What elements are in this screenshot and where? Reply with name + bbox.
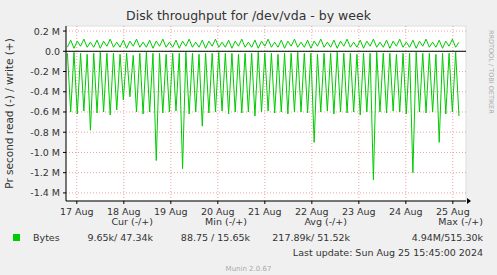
y-tick-label: -1.0 M xyxy=(30,147,60,158)
y-tick-label: -1.2 M xyxy=(30,167,60,178)
x-tick-label: 17 Aug xyxy=(60,206,94,217)
legend-label: Bytes xyxy=(33,232,60,243)
grid-line xyxy=(311,26,312,201)
axis-arrow xyxy=(467,198,471,204)
x-tick-label: 19 Aug xyxy=(154,206,188,217)
grid-line xyxy=(66,192,466,193)
stats-header: Avg (-/+) xyxy=(304,216,347,227)
chart: Disk throughput for /dev/vda - by week Pr… xyxy=(0,0,497,275)
marks xyxy=(67,39,459,180)
last-update: Last update: Sun Aug 25 15:45:00 2024 xyxy=(293,247,483,258)
grid-line xyxy=(264,26,265,201)
x-tick-label: 21 Aug xyxy=(248,206,282,217)
stats-header: Min (-/+) xyxy=(205,216,247,227)
grid-line xyxy=(123,26,124,201)
background xyxy=(0,0,497,275)
y-tick-label: -0.8 M xyxy=(30,127,60,138)
y-tick-label: -0.4 M xyxy=(30,86,60,97)
grid-line xyxy=(358,26,359,201)
y-tick-label: -0.6 M xyxy=(30,106,60,117)
stats-header: Max (-/+) xyxy=(438,216,483,227)
y-axis xyxy=(66,26,67,201)
grid-line xyxy=(217,26,218,201)
stats-value: 9.65k/ 47.34k xyxy=(87,232,153,243)
y-axis-label: Pr second read (-) / write (+) xyxy=(3,38,15,189)
legend-swatch xyxy=(13,234,20,241)
grid-line xyxy=(66,51,466,52)
series-line xyxy=(67,39,459,48)
zero-line xyxy=(66,51,466,52)
title: Disk throughput for /dev/vda - by week xyxy=(126,8,372,23)
grid-line xyxy=(66,31,466,32)
series-line xyxy=(67,52,459,179)
stats-value: 4.94M/515.30k xyxy=(412,232,484,243)
grid-line xyxy=(170,26,171,201)
version: Munin 2.0.67 xyxy=(226,265,272,273)
stats-header: Cur (-/+) xyxy=(111,216,153,227)
credit: RRDTOOL / TOBI OETIKER xyxy=(487,30,495,114)
y-tick-label: -1.4 M xyxy=(30,187,60,198)
y-tick-label: -0.2 M xyxy=(30,66,60,77)
y-tick-label: 0.0 xyxy=(45,46,60,57)
stats-value: 217.89k/ 51.52k xyxy=(272,232,350,243)
y-tick-label: 0.2 M xyxy=(34,26,60,37)
plot-area xyxy=(66,26,466,201)
x-tick-label: 23 Aug xyxy=(342,206,376,217)
x-axis xyxy=(66,201,466,202)
stats-value: 88.75 / 15.65k xyxy=(181,232,251,243)
x-tick-label: 24 Aug xyxy=(389,206,423,217)
grid-line xyxy=(452,26,453,201)
